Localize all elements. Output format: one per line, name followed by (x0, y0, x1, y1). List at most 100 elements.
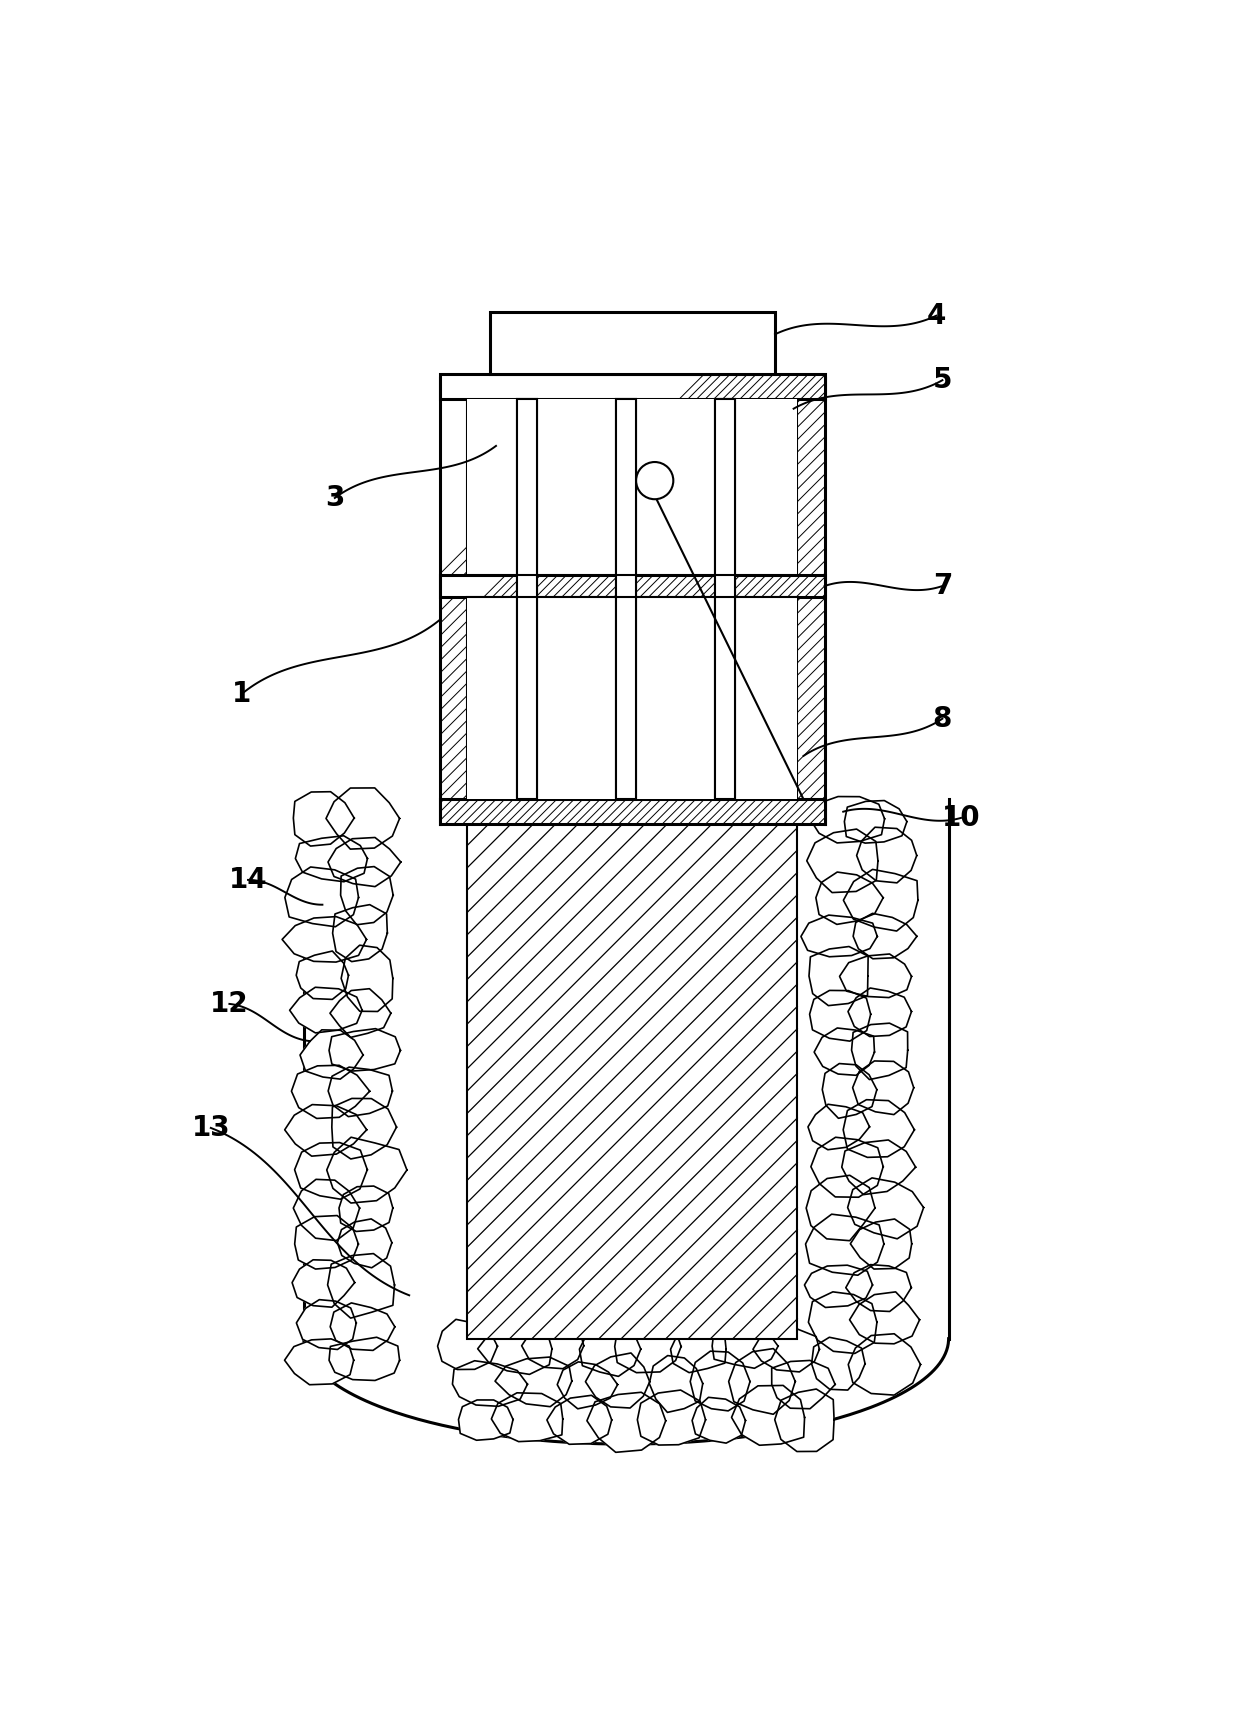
Polygon shape (585, 1353, 650, 1409)
Polygon shape (849, 1293, 920, 1345)
Bar (616, 399, 636, 800)
Text: 8: 8 (932, 704, 952, 732)
Polygon shape (729, 1348, 795, 1414)
Bar (440, 375, 825, 399)
Polygon shape (805, 1265, 873, 1308)
Polygon shape (339, 1187, 393, 1232)
Text: 7: 7 (932, 573, 952, 600)
Polygon shape (290, 987, 362, 1032)
Polygon shape (329, 1067, 392, 1117)
Polygon shape (848, 987, 911, 1036)
Polygon shape (815, 1029, 874, 1076)
Polygon shape (692, 1397, 745, 1444)
Polygon shape (283, 916, 367, 963)
Polygon shape (853, 913, 916, 959)
Polygon shape (495, 1357, 572, 1407)
Polygon shape (812, 1338, 866, 1390)
Polygon shape (843, 869, 918, 932)
Polygon shape (816, 873, 883, 925)
Bar (467, 824, 797, 1339)
Polygon shape (329, 1029, 401, 1070)
Polygon shape (291, 1065, 370, 1119)
Polygon shape (329, 838, 401, 887)
Polygon shape (806, 1214, 884, 1275)
Polygon shape (547, 1395, 611, 1444)
Bar (715, 399, 735, 800)
Polygon shape (811, 1136, 883, 1197)
Polygon shape (337, 1220, 392, 1268)
Bar (517, 399, 537, 800)
Polygon shape (296, 951, 348, 999)
Polygon shape (846, 1265, 911, 1312)
Polygon shape (615, 1320, 681, 1372)
Polygon shape (587, 1391, 666, 1452)
Bar (440, 574, 825, 597)
Bar (490, 312, 775, 375)
Bar (440, 375, 825, 399)
Polygon shape (295, 1143, 367, 1199)
Polygon shape (801, 914, 877, 956)
Polygon shape (326, 1136, 407, 1202)
Polygon shape (732, 1386, 805, 1445)
Polygon shape (579, 1324, 641, 1376)
Polygon shape (853, 1062, 914, 1114)
Polygon shape (330, 1303, 394, 1350)
Polygon shape (491, 1393, 563, 1442)
Polygon shape (453, 1360, 527, 1407)
Polygon shape (808, 947, 868, 1006)
Text: 10: 10 (941, 803, 981, 831)
Polygon shape (326, 788, 399, 848)
Polygon shape (285, 868, 358, 926)
Polygon shape (753, 1327, 820, 1372)
Polygon shape (332, 904, 387, 961)
Polygon shape (691, 1352, 750, 1411)
Polygon shape (810, 991, 870, 1041)
Polygon shape (329, 1338, 399, 1381)
Polygon shape (848, 1178, 924, 1239)
Bar (797, 378, 825, 824)
Polygon shape (285, 1105, 367, 1156)
Polygon shape (671, 1327, 727, 1372)
Bar (467, 824, 797, 1339)
Polygon shape (477, 1324, 552, 1374)
Polygon shape (806, 1175, 875, 1241)
Polygon shape (332, 1098, 397, 1159)
Polygon shape (295, 1216, 358, 1268)
Polygon shape (839, 954, 911, 998)
Polygon shape (822, 1064, 877, 1119)
Bar (440, 574, 825, 597)
Text: 13: 13 (191, 1114, 231, 1142)
Polygon shape (327, 1254, 394, 1319)
Polygon shape (284, 1339, 353, 1385)
Bar (616, 399, 636, 800)
Polygon shape (771, 1360, 835, 1409)
Polygon shape (341, 866, 393, 925)
Polygon shape (522, 1324, 584, 1369)
Polygon shape (807, 829, 878, 892)
Polygon shape (300, 1031, 363, 1079)
Polygon shape (775, 1390, 835, 1452)
Polygon shape (650, 1355, 703, 1412)
Polygon shape (330, 989, 391, 1038)
Text: 3: 3 (325, 484, 345, 512)
Polygon shape (808, 1293, 877, 1353)
Polygon shape (808, 1103, 869, 1150)
Polygon shape (843, 1100, 914, 1157)
Bar (440, 800, 825, 824)
Polygon shape (294, 1180, 360, 1241)
Polygon shape (857, 828, 916, 883)
Text: 1: 1 (232, 680, 252, 708)
Polygon shape (637, 1390, 706, 1445)
Polygon shape (341, 946, 393, 1012)
Polygon shape (810, 796, 884, 843)
Bar (715, 399, 735, 800)
Circle shape (636, 462, 673, 500)
Polygon shape (459, 1400, 513, 1440)
Bar (517, 399, 537, 800)
Polygon shape (438, 1319, 497, 1369)
Polygon shape (852, 1024, 908, 1079)
Polygon shape (842, 1140, 915, 1195)
Text: 14: 14 (228, 866, 268, 894)
Text: 12: 12 (210, 991, 249, 1018)
Polygon shape (844, 800, 906, 843)
